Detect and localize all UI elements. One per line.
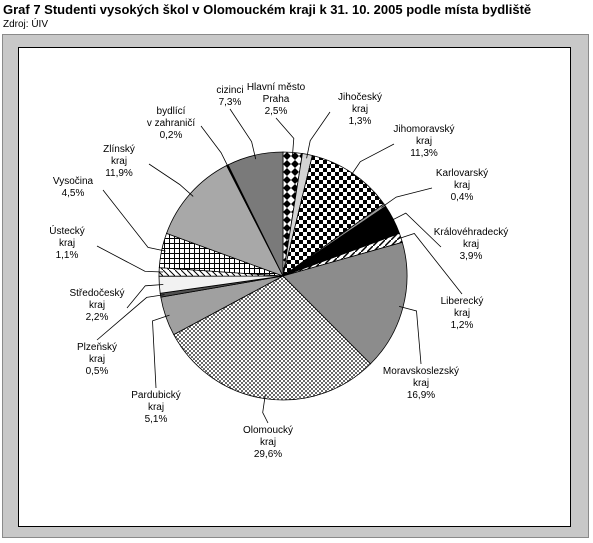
leader-line-kralovehradecky-kraj — [389, 212, 442, 248]
slice-label-moravskoslezsky-kraj: Moravskoslezský kraj 16,9% — [383, 366, 459, 401]
slice-label-cizinci: cizinci 7,3% — [216, 85, 243, 108]
leader-line-jihomoravsky-kraj — [349, 143, 395, 177]
plot-area: Hlavní město Praha 2,5% Jihočeský kraj 1,3% Ji… — [18, 47, 571, 527]
slice-label-kralovehradecky-kraj: Královéhradecký kraj 3,9% — [434, 227, 508, 262]
slice-label-zlinsky-kraj: Zlínský kraj 11,9% — [103, 144, 135, 179]
slice-label-jihocesky-kraj: Jihočeský kraj 1,3% — [338, 92, 382, 127]
leader-line-bydlici-v-zahranici — [200, 125, 230, 169]
leader-line-hlavni-mesto-praha — [275, 117, 295, 157]
leader-line-moravskoslezsky-kraj — [398, 306, 422, 365]
slice-label-jihomoravsky-kraj: Jihomoravský kraj 11,3% — [393, 124, 454, 159]
leader-line-plzensky-kraj — [96, 294, 165, 341]
slice-label-plzensky-kraj: Plzeňský kraj 0,5% — [77, 342, 117, 377]
leader-line-zlinsky-kraj — [148, 163, 194, 197]
slice-label-olomoucky-kraj: Olomoucký kraj 29,6% — [243, 425, 293, 460]
slice-label-liberecky-kraj: Liberecký kraj 1,2% — [441, 296, 484, 331]
leader-line-cizinci — [229, 108, 257, 160]
slice-label-bydlici-v-zahranici: bydlící v zahraničí 0,2% — [147, 106, 196, 141]
slice-label-hlavni-mesto-praha: Hlavní město Praha 2,5% — [247, 82, 306, 117]
slice-label-vysocina: Vysočina 4,5% — [53, 176, 94, 199]
leader-line-olomoucky-kraj — [262, 394, 269, 424]
pie-chart: Hlavní město Praha 2,5% Jihočeský kraj 1,3% Ji… — [49, 82, 508, 460]
slice-label-karlovarsky-kraj: Karlovarský kraj 0,4% — [436, 168, 488, 203]
leader-line-pardubicky-kraj — [152, 314, 170, 389]
leader-line-jihocesky-kraj — [306, 111, 331, 159]
slice-label-ustecky-kraj: Ústecký kraj 1,1% — [49, 224, 85, 261]
chart-title: Graf 7 Studenti vysokých škol v Olomouck… — [3, 2, 532, 17]
slice-label-pardubicky-kraj: Pardubický kraj 5,1% — [131, 390, 180, 425]
slice-label-stredocesky-kraj: Středočeský kraj 2,2% — [69, 288, 124, 323]
leader-line-liberecky-kraj — [397, 233, 463, 295]
leader-line-vysocina — [102, 189, 166, 252]
leader-line-stredocesky-kraj — [126, 284, 164, 309]
chart-source: Zdroj: ÚIV — [3, 19, 49, 30]
leader-line-karlovarsky-kraj — [381, 187, 433, 208]
leader-line-ustecky-kraj — [96, 245, 164, 273]
